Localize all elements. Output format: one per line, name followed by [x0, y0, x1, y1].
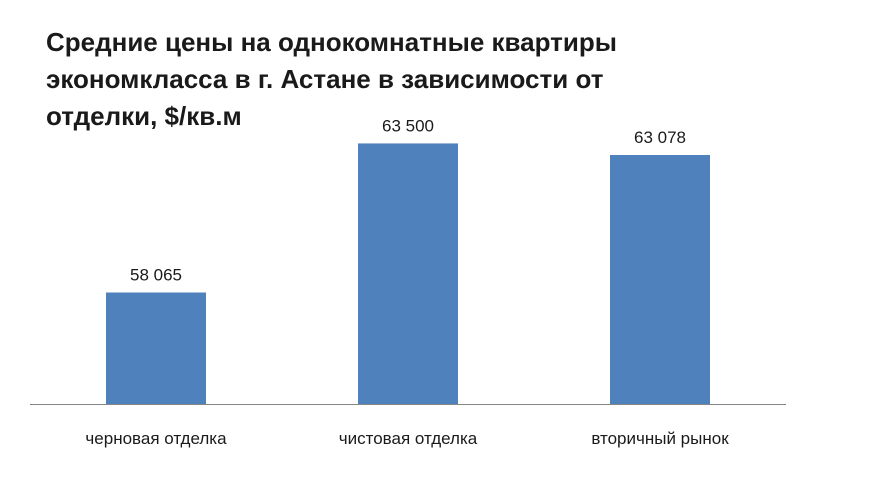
chart-title-line-1: Средние цены на однокомнатные квартиры — [46, 27, 617, 57]
data-labels-group: 58 065 63 500 63 078 — [130, 116, 686, 284]
data-label-3: 63 078 — [634, 128, 686, 147]
data-label-2: 63 500 — [382, 116, 434, 135]
category-label-2: чистовая отделка — [339, 429, 478, 448]
data-label-1: 58 065 — [130, 266, 182, 285]
chart-title-line-3: отделки, $/кв.м — [46, 101, 242, 131]
category-labels-group: черновая отделка чистовая отделка вторичны… — [85, 429, 729, 448]
bars-group — [106, 143, 710, 404]
category-label-3: вторичный рынок — [591, 429, 729, 448]
bar-1 — [106, 292, 206, 404]
bar-2 — [358, 143, 458, 404]
bar-3 — [610, 155, 710, 404]
chart-title: Средние цены на однокомнатные квартиры э… — [46, 24, 686, 135]
chart-title-line-2: экономкласса в г. Астане в зависимости о… — [46, 64, 604, 94]
category-label-1: черновая отделка — [85, 429, 227, 448]
